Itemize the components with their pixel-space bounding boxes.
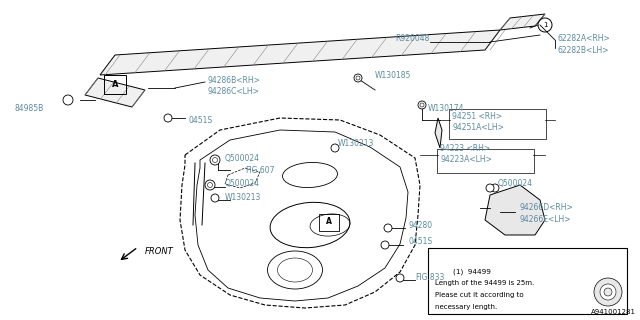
- Text: FIG.833: FIG.833: [415, 273, 444, 282]
- Text: W130185: W130185: [375, 70, 412, 79]
- Circle shape: [384, 224, 392, 232]
- Text: W130213: W130213: [225, 193, 261, 202]
- Text: 1: 1: [543, 22, 547, 28]
- Circle shape: [604, 288, 612, 296]
- Circle shape: [486, 184, 494, 192]
- Polygon shape: [85, 78, 145, 107]
- Text: A: A: [326, 218, 332, 227]
- Text: 94251A<LH>: 94251A<LH>: [452, 123, 504, 132]
- Text: R920048: R920048: [396, 34, 430, 43]
- Text: FRONT: FRONT: [145, 247, 173, 257]
- Polygon shape: [500, 14, 545, 30]
- Text: Q500024: Q500024: [225, 154, 260, 163]
- Text: W130213: W130213: [338, 139, 374, 148]
- Circle shape: [210, 155, 220, 165]
- Circle shape: [418, 101, 426, 109]
- Text: 94266D<RH>: 94266D<RH>: [520, 204, 573, 212]
- Polygon shape: [485, 185, 545, 235]
- FancyBboxPatch shape: [428, 248, 627, 314]
- Circle shape: [439, 281, 447, 289]
- Circle shape: [381, 241, 389, 249]
- Text: A: A: [112, 79, 118, 89]
- Circle shape: [396, 274, 404, 282]
- Polygon shape: [435, 118, 442, 148]
- Circle shape: [211, 194, 219, 202]
- Text: 94286B<RH>: 94286B<RH>: [207, 76, 260, 84]
- Circle shape: [205, 180, 215, 190]
- Text: 94223 <RH>: 94223 <RH>: [440, 143, 490, 153]
- Circle shape: [594, 278, 622, 306]
- Text: W130174: W130174: [428, 103, 465, 113]
- Text: 84985B: 84985B: [14, 103, 44, 113]
- Polygon shape: [100, 30, 500, 75]
- Circle shape: [600, 284, 616, 300]
- Text: A941001281: A941001281: [591, 309, 636, 315]
- Text: Length of the 94499 is 25m.: Length of the 94499 is 25m.: [435, 280, 534, 286]
- Text: Please cut it according to: Please cut it according to: [435, 292, 524, 298]
- Text: 0451S: 0451S: [408, 237, 432, 246]
- Text: 0451S: 0451S: [188, 116, 212, 124]
- Circle shape: [491, 184, 499, 192]
- Circle shape: [354, 74, 362, 82]
- Text: 62282A<RH>: 62282A<RH>: [557, 34, 610, 43]
- Text: 94251 <RH>: 94251 <RH>: [452, 111, 502, 121]
- Text: FIG.607: FIG.607: [245, 165, 275, 174]
- Circle shape: [63, 95, 73, 105]
- Text: 94223A<LH>: 94223A<LH>: [440, 155, 492, 164]
- Circle shape: [164, 114, 172, 122]
- Text: Q500024: Q500024: [225, 179, 260, 188]
- Text: 62282B<LH>: 62282B<LH>: [557, 45, 609, 54]
- Circle shape: [331, 144, 339, 152]
- Text: 94280: 94280: [408, 220, 432, 229]
- Text: Q500024: Q500024: [498, 179, 533, 188]
- Text: (1)  94499: (1) 94499: [453, 269, 491, 275]
- Text: necessary length.: necessary length.: [435, 304, 497, 310]
- Text: 94286C<LH>: 94286C<LH>: [207, 86, 259, 95]
- Text: 94266E<LH>: 94266E<LH>: [520, 215, 572, 225]
